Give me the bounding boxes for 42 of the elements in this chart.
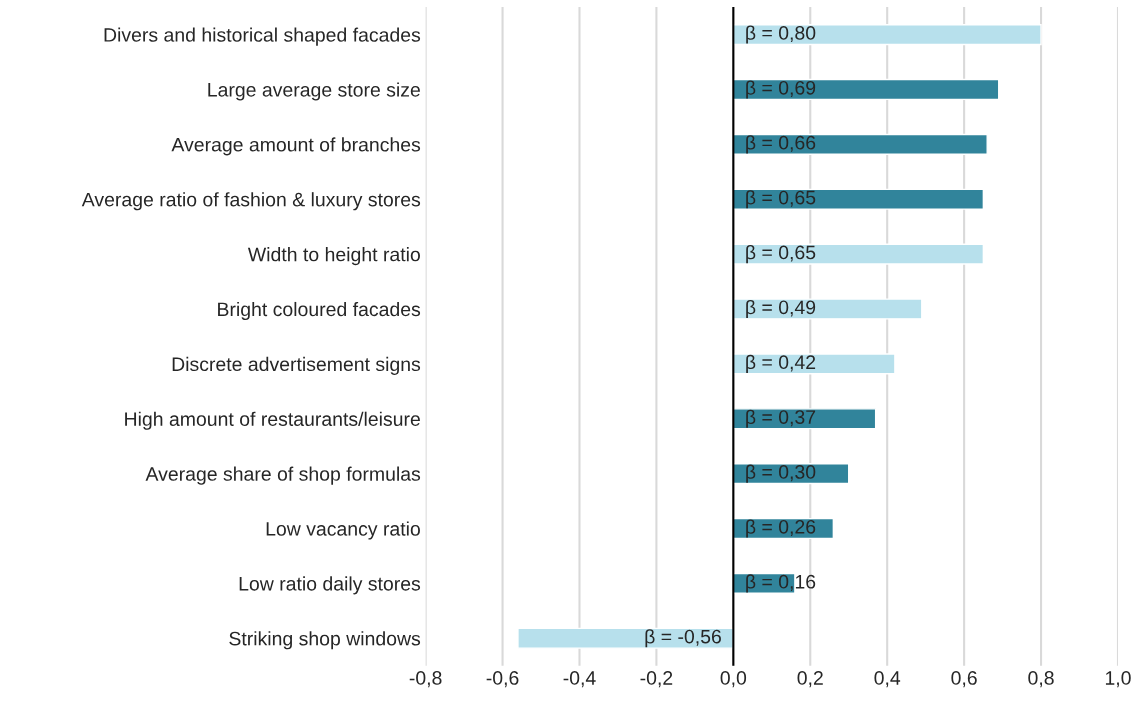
data-label: β = 0,37 [746, 409, 816, 428]
data-label: β = 0,26 [746, 519, 816, 538]
x-tick-label: -0,4 [563, 671, 596, 688]
data-label: β = 0,42 [746, 354, 816, 373]
x-tick-label: 0,8 [1028, 671, 1054, 688]
x-tick-label: 0,2 [797, 671, 823, 688]
x-tick-label: -0,8 [409, 671, 442, 688]
y-tick-label: Divers and historical shaped facades [104, 27, 421, 46]
x-tick-label: 0,6 [951, 671, 977, 688]
bar [517, 627, 735, 649]
y-tick-label: Low ratio daily stores [239, 576, 421, 595]
bar [732, 353, 896, 375]
x-tick-label: 1,0 [1105, 671, 1131, 688]
y-tick-label: Average share of shop formulas [145, 466, 421, 485]
y-tick-label: Average amount of branches [171, 137, 421, 156]
y-tick-label: Striking shop windows [229, 631, 421, 650]
bar [732, 188, 985, 210]
bar [732, 23, 1042, 46]
y-tick-label: Width to height ratio [247, 247, 420, 266]
y-tick-label: Bright coloured facades [218, 301, 421, 321]
x-tick-label: 0,0 [720, 671, 747, 688]
y-tick-label: Low vacancy ratio [266, 521, 420, 540]
bar [732, 133, 988, 155]
bar [732, 408, 877, 430]
y-tick-label: Average ratio of fashion & luxury stores [81, 192, 421, 211]
y-tick-label: Large average store size [208, 82, 420, 101]
data-label: β = 0,65 [746, 245, 816, 264]
data-label: β = 0,69 [746, 80, 816, 99]
data-label: β = 0,49 [746, 299, 816, 319]
x-tick-label: 0,4 [874, 671, 901, 688]
bar [732, 243, 985, 265]
y-tick-label: Discrete advertisement signs [172, 356, 421, 375]
data-label: β = 0,65 [746, 190, 816, 209]
x-tick-label: -0,2 [640, 671, 673, 688]
data-label: β = 0,66 [746, 135, 816, 154]
bar [732, 298, 923, 320]
x-tick-label: -0,6 [486, 671, 519, 688]
y-tick-label: High amount of restaurants/leisure [125, 411, 420, 430]
data-label: β = 0,30 [746, 464, 816, 483]
bar [732, 78, 1000, 101]
data-label: β = -0,56 [645, 629, 721, 648]
data-label: β = 0,80 [746, 25, 816, 44]
